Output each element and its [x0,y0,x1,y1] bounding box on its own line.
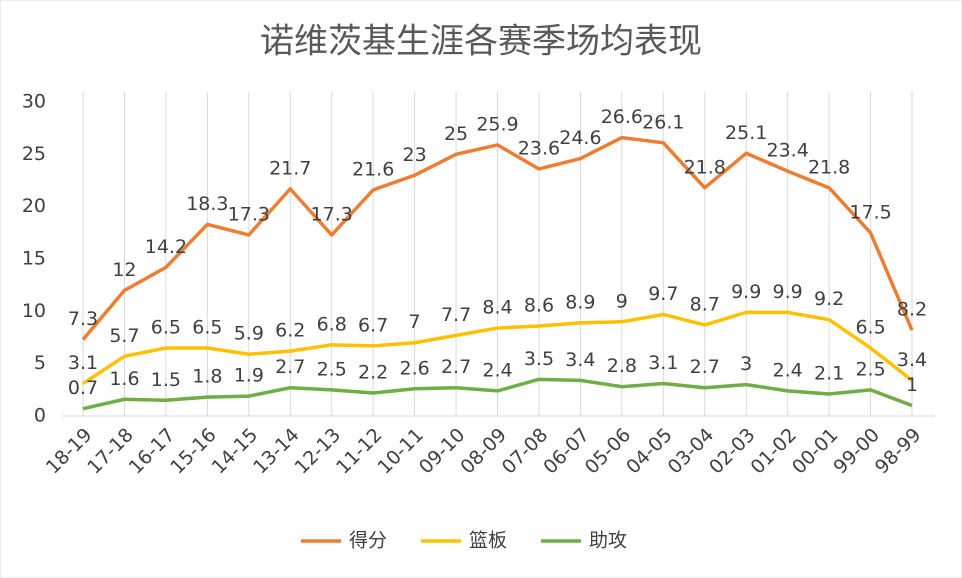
series-line [82,377,913,411]
data-label: 3.4 [565,349,595,371]
data-label: 7 [409,311,421,333]
data-label: 6.5 [855,316,885,338]
data-label: 2.2 [358,361,388,383]
data-label: 26.6 [601,106,643,128]
legend-label: 得分 [349,530,387,552]
data-label: 23 [403,144,427,166]
data-label: 18.3 [186,193,228,215]
legend-label: 助攻 [589,530,627,552]
data-label: 3.5 [524,348,554,370]
y-tick-label: 20 [22,195,46,217]
data-label: 2.4 [773,359,803,381]
data-label: 25 [444,123,468,145]
data-label: 21.6 [352,158,394,180]
series-line [81,135,914,341]
y-tick-label: 10 [22,300,46,322]
data-label: 6.7 [358,314,388,336]
data-label: 3.1 [68,352,98,374]
data-label: 3.4 [897,349,927,371]
data-label: 6.8 [317,313,347,335]
data-label: 9.9 [773,281,803,303]
data-label: 9.7 [648,283,678,305]
data-label: 7.7 [441,304,471,326]
data-label: 6.5 [192,316,222,338]
data-label: 2.7 [275,356,305,378]
data-label: 1.6 [109,368,139,390]
data-label: 1.8 [192,366,222,388]
data-label: 3.1 [648,352,678,374]
data-label: 8.4 [482,297,512,319]
y-tick-label: 25 [22,143,46,165]
data-label: 14.2 [145,236,187,258]
data-label: 1.5 [151,369,181,391]
data-label: 2.7 [690,356,720,378]
y-tick-label: 30 [22,91,46,113]
data-label: 23.6 [518,137,560,159]
data-label: 21.8 [808,156,850,178]
data-label: 21.7 [269,157,311,179]
data-label: 2.5 [317,358,347,380]
data-label: 8.6 [524,294,554,316]
data-label: 2.4 [482,359,512,381]
data-label: 17.3 [228,203,270,225]
y-tick-label: 5 [34,352,46,374]
data-label: 8.2 [897,299,927,321]
data-label: 8.9 [565,291,595,313]
data-label: 17.5 [849,201,891,223]
series-line [82,310,914,386]
grid [82,92,913,416]
data-label: 1 [906,374,918,396]
y-tick-label: 0 [34,405,46,427]
data-label: 6.2 [275,320,305,342]
data-label: 25.9 [476,113,518,135]
data-label: 23.4 [766,140,808,162]
data-label: 21.8 [684,156,726,178]
data-label: 7.3 [68,308,98,330]
data-label: 1.9 [234,365,264,387]
data-label: 26.1 [642,111,684,133]
data-label: 0.7 [68,377,98,399]
y-tick-label: 15 [22,248,46,270]
data-label: 9.9 [731,281,761,303]
data-label: 24.6 [559,127,601,149]
data-label: 6.5 [151,316,181,338]
data-label: 3 [740,353,752,375]
data-label: 5.9 [234,323,264,345]
data-label: 25.1 [725,122,767,144]
data-label: 2.8 [607,355,637,377]
data-label: 2.5 [855,358,885,380]
chart-title: 诺维茨基生涯各赛季场均表现 [260,22,702,62]
data-label: 2.6 [399,357,429,379]
data-label: 8.7 [690,293,720,315]
legend-label: 篮板 [469,530,507,552]
data-label: 9 [616,290,628,312]
data-label: 2.7 [441,356,471,378]
data-label: 5.7 [109,325,139,347]
data-label: 12 [112,259,136,281]
data-label: 17.3 [311,203,353,225]
data-label: 2.1 [814,363,844,385]
data-label: 9.2 [814,288,844,310]
